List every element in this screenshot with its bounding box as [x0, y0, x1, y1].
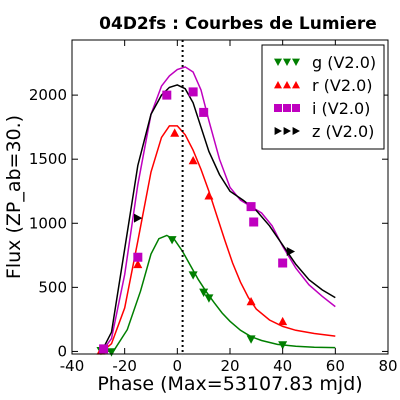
legend-marker-z	[274, 127, 282, 135]
data-point-r	[133, 259, 143, 269]
x-tick-label: 80	[378, 357, 397, 375]
x-axis-label: Phase (Max=53107.83 mjd)	[97, 373, 362, 395]
legend-marker-g	[292, 58, 300, 66]
legend-marker-r	[292, 81, 300, 89]
data-point-g	[246, 335, 256, 344]
legend: g (V2.0) r (V2.0) i (V2.0) z (V2.0)	[261, 44, 385, 150]
legend-marker-r	[283, 81, 291, 89]
y-tick-label: 1500	[29, 150, 67, 168]
data-point-r	[278, 316, 288, 326]
data-point-r	[246, 296, 256, 306]
data-point-i	[99, 344, 109, 354]
legend-box	[261, 44, 385, 150]
data-point-r	[204, 191, 214, 200]
data-point-z	[134, 213, 143, 223]
data-point-i	[162, 90, 172, 100]
data-point-r	[188, 155, 198, 165]
curve-r	[100, 125, 336, 354]
legend-label: r (V2.0)	[312, 76, 373, 95]
model-curves	[100, 66, 336, 354]
data-point-i	[249, 217, 259, 227]
observed-points	[96, 87, 296, 357]
y-tick-label: 0	[57, 342, 67, 360]
data-point-g	[188, 271, 198, 280]
data-point-g	[167, 236, 177, 245]
legend-label: i (V2.0)	[312, 99, 370, 118]
y-tick-label: 500	[38, 278, 67, 296]
x-tick-label: -20	[112, 357, 137, 375]
data-point-g	[107, 348, 116, 357]
legend-label: z (V2.0)	[312, 122, 374, 141]
legend-marker-g	[283, 58, 291, 66]
data-point-z	[286, 246, 296, 256]
x-tick-label: 40	[273, 357, 292, 375]
data-point-g	[278, 341, 288, 350]
data-point-i	[278, 258, 288, 268]
data-point-r	[170, 128, 180, 137]
legend-marker-i	[283, 104, 291, 112]
data-point-i	[199, 107, 209, 117]
chart-title: 04D2fs : Courbes de Lumiere	[99, 14, 377, 34]
data-point-i	[133, 252, 143, 262]
y-tick-label: 2000	[29, 86, 67, 104]
x-tick-label: -40	[60, 357, 85, 375]
y-tick-label: 1000	[29, 214, 67, 232]
axis-ticks: -40 -20 0 20 40 60 80 0 500 1000 1500 2000	[29, 40, 398, 375]
legend-marker-i	[292, 104, 300, 112]
curve-g	[100, 234, 336, 354]
x-tick-label: 60	[326, 357, 345, 375]
data-point-i	[188, 87, 198, 97]
data-point-i	[246, 202, 256, 212]
legend-marker-i	[274, 104, 282, 112]
legend-label: g (V2.0)	[312, 53, 376, 72]
data-point-g	[204, 294, 214, 303]
legend-marker-g	[274, 58, 282, 66]
curve-z	[100, 84, 336, 354]
data-point-g	[199, 288, 209, 297]
x-tick-label: 0	[173, 357, 183, 375]
x-tick-label: 20	[220, 357, 239, 375]
legend-marker-z	[292, 127, 300, 135]
y-axis-label: Flux (ZP_ab=30.)	[3, 115, 25, 279]
legend-marker-r	[274, 81, 282, 89]
legend-marker-z	[283, 127, 291, 135]
